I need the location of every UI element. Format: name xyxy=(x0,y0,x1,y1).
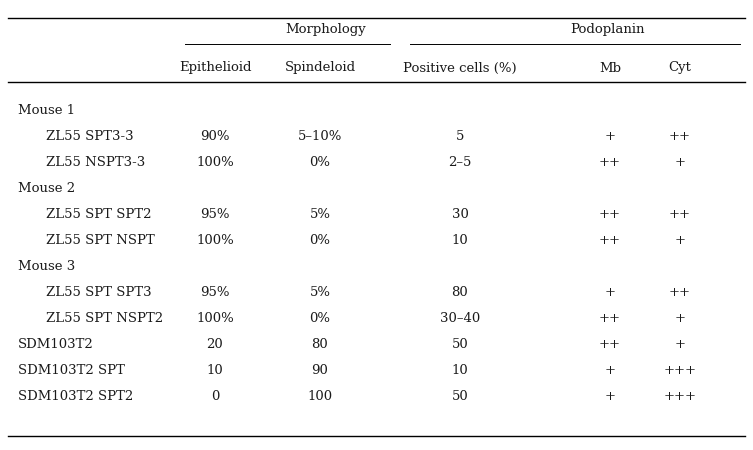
Text: 30: 30 xyxy=(452,207,468,220)
Text: 90%: 90% xyxy=(200,130,230,143)
Text: 50: 50 xyxy=(452,390,468,402)
Text: +: + xyxy=(675,234,685,247)
Text: 20: 20 xyxy=(206,338,224,351)
Text: ++: ++ xyxy=(599,156,621,168)
Text: +: + xyxy=(605,130,615,143)
Text: ++: ++ xyxy=(669,207,691,220)
Text: 100: 100 xyxy=(307,390,333,402)
Text: ZL55 SPT NSPT2: ZL55 SPT NSPT2 xyxy=(46,311,163,324)
Text: 95%: 95% xyxy=(200,207,230,220)
Text: 0%: 0% xyxy=(309,234,331,247)
Text: Podoplanin: Podoplanin xyxy=(570,23,645,36)
Text: Positive cells (%): Positive cells (%) xyxy=(403,62,517,75)
Text: 10: 10 xyxy=(452,234,468,247)
Text: ++: ++ xyxy=(669,130,691,143)
Text: 90: 90 xyxy=(312,364,328,377)
Text: ZL55 NSPT3-3: ZL55 NSPT3-3 xyxy=(46,156,145,168)
Text: 100%: 100% xyxy=(196,311,234,324)
Text: 95%: 95% xyxy=(200,285,230,298)
Text: +: + xyxy=(605,364,615,377)
Text: ZL55 SPT SPT3: ZL55 SPT SPT3 xyxy=(46,285,151,298)
Text: 100%: 100% xyxy=(196,156,234,168)
Text: SDM103T2: SDM103T2 xyxy=(18,338,94,351)
Text: Morphology: Morphology xyxy=(285,23,366,36)
Text: Mouse 2: Mouse 2 xyxy=(18,181,75,194)
Text: SDM103T2 SPT: SDM103T2 SPT xyxy=(18,364,125,377)
Text: 5: 5 xyxy=(456,130,464,143)
Text: 10: 10 xyxy=(452,364,468,377)
Text: ZL55 SPT3-3: ZL55 SPT3-3 xyxy=(46,130,133,143)
Text: +: + xyxy=(675,311,685,324)
Text: ++: ++ xyxy=(599,234,621,247)
Text: +: + xyxy=(605,390,615,402)
Text: 10: 10 xyxy=(206,364,224,377)
Text: Epithelioid: Epithelioid xyxy=(178,62,252,75)
Text: ++: ++ xyxy=(599,207,621,220)
Text: 5–10%: 5–10% xyxy=(298,130,342,143)
Text: 100%: 100% xyxy=(196,234,234,247)
Text: 5%: 5% xyxy=(309,285,331,298)
Text: 50: 50 xyxy=(452,338,468,351)
Text: ++: ++ xyxy=(599,311,621,324)
Text: ZL55 SPT NSPT: ZL55 SPT NSPT xyxy=(46,234,155,247)
Text: +++: +++ xyxy=(663,390,697,402)
Text: +: + xyxy=(605,285,615,298)
Text: 0%: 0% xyxy=(309,311,331,324)
Text: +: + xyxy=(675,338,685,351)
Text: 0: 0 xyxy=(211,390,219,402)
Text: 5%: 5% xyxy=(309,207,331,220)
Text: ZL55 SPT SPT2: ZL55 SPT SPT2 xyxy=(46,207,151,220)
Text: 2–5: 2–5 xyxy=(448,156,471,168)
Text: Cyt: Cyt xyxy=(669,62,691,75)
Text: Mouse 1: Mouse 1 xyxy=(18,104,75,117)
Text: SDM103T2 SPT2: SDM103T2 SPT2 xyxy=(18,390,133,402)
Text: Mouse 3: Mouse 3 xyxy=(18,260,75,273)
Text: 80: 80 xyxy=(452,285,468,298)
Text: +++: +++ xyxy=(663,364,697,377)
Text: 30–40: 30–40 xyxy=(440,311,480,324)
Text: ++: ++ xyxy=(599,338,621,351)
Text: Mb: Mb xyxy=(599,62,621,75)
Text: Spindeloid: Spindeloid xyxy=(285,62,355,75)
Text: +: + xyxy=(675,156,685,168)
Text: 80: 80 xyxy=(312,338,328,351)
Text: 0%: 0% xyxy=(309,156,331,168)
Text: ++: ++ xyxy=(669,285,691,298)
